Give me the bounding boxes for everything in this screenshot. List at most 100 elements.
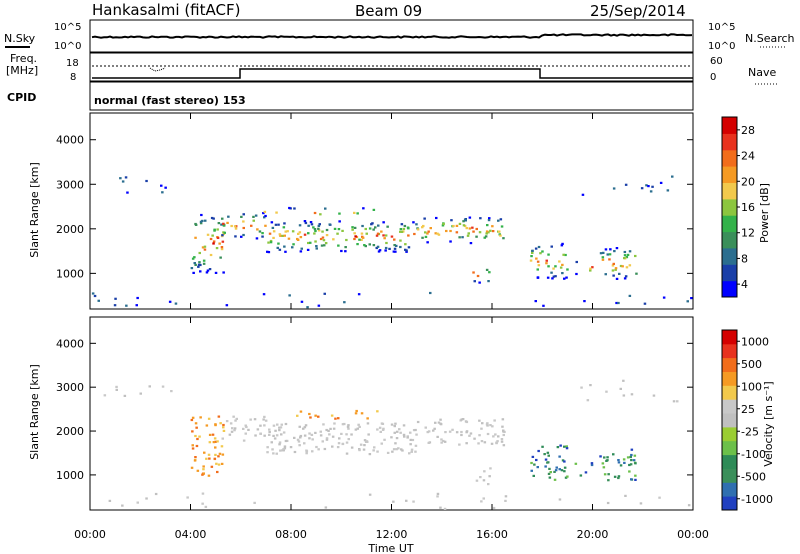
range-gate-cell	[395, 244, 398, 247]
range-gate-cell	[626, 456, 630, 459]
range-gate-cell	[487, 280, 490, 283]
range-gate-cell	[405, 250, 408, 253]
range-gate-cell	[550, 245, 553, 248]
range-gate-cell	[233, 225, 237, 228]
range-gate-cell	[222, 222, 225, 225]
range-gate-cell	[323, 447, 327, 451]
range-gate-cell	[215, 247, 219, 250]
range-gate-cell	[492, 506, 496, 510]
range-gate-cell	[368, 493, 372, 496]
range-gate-cell	[531, 251, 534, 254]
range-gate-cell	[212, 217, 215, 220]
range-gate-cell	[410, 450, 413, 453]
range-gate-cell	[272, 230, 276, 233]
range-gate-cell	[205, 271, 209, 274]
power-colorbar: 28 24 20 16 12 8 4	[721, 116, 755, 298]
range-gate-cell	[194, 422, 198, 425]
range-gate-cell	[286, 230, 289, 233]
range-gate-cell	[399, 239, 402, 242]
range-gate-cell	[218, 452, 222, 455]
range-gate-cell	[561, 272, 564, 275]
range-gate-cell	[630, 453, 633, 457]
range-gate-cell	[347, 438, 350, 441]
range-gate-cell	[393, 425, 396, 428]
range-gate-cell	[232, 415, 235, 418]
range-gate-cell	[402, 424, 406, 427]
range-gate-cell	[360, 238, 363, 241]
range-gate-cell	[375, 246, 378, 250]
colorbar-segment	[722, 496, 737, 511]
range-gate-cell	[394, 422, 397, 425]
range-gate-cell	[315, 245, 318, 248]
range-gate-cell	[254, 434, 257, 437]
range-gate-cell	[315, 247, 318, 250]
range-gate-cell	[465, 227, 468, 230]
range-gate-cell	[279, 449, 282, 452]
range-gate-cell	[434, 421, 437, 424]
range-gate-cell	[460, 418, 463, 421]
range-gate-cell	[195, 426, 198, 429]
range-gate-cell	[255, 237, 259, 240]
range-gate-cell	[266, 451, 269, 454]
colorbar-segment	[722, 182, 737, 200]
range-gate-cell	[343, 301, 346, 304]
range-gate-cell	[161, 191, 164, 194]
range-gate-cell	[487, 483, 490, 486]
range-gate-cell	[407, 246, 411, 249]
range-gate-cell	[416, 420, 420, 424]
range-gate-cell	[234, 419, 237, 422]
range-gate-cell	[541, 445, 544, 448]
range-gate-cell	[328, 223, 331, 226]
range-gate-cell	[108, 499, 112, 502]
colorbar-segment	[722, 330, 737, 345]
range-gate-cell	[139, 392, 142, 395]
range-gate-cell	[200, 213, 203, 217]
range-gate-cell	[628, 463, 631, 467]
range-gate-cell	[302, 427, 305, 430]
range-gate-cell	[320, 244, 324, 247]
range-gate-cell	[218, 242, 221, 245]
range-gate-cell	[279, 234, 282, 237]
range-gate-cell	[565, 447, 569, 450]
range-gate-cell	[617, 475, 621, 478]
range-gate-cell	[539, 252, 542, 255]
range-gate-cell	[340, 249, 343, 253]
range-gate-cell	[448, 430, 452, 433]
range-gate-cell	[284, 250, 287, 253]
range-gate-cell	[626, 253, 630, 256]
range-gate-cell	[351, 226, 354, 229]
range-gate-cell	[589, 269, 592, 272]
range-gate-cell	[270, 441, 273, 444]
range-gate-cell	[444, 431, 447, 434]
range-gate-cell	[458, 236, 461, 239]
range-gate-cell	[545, 259, 548, 262]
range-gate-cell	[489, 424, 492, 427]
range-gate-cell	[123, 394, 127, 397]
range-gate-cell	[362, 207, 365, 210]
y-tick-label: 1000	[56, 469, 84, 482]
range-gate-cell	[263, 415, 266, 418]
range-gate-cell	[336, 446, 340, 449]
range-gate-cell	[405, 499, 408, 502]
range-gate-cell	[461, 418, 465, 421]
range-gate-cell	[472, 271, 475, 274]
range-gate-cell	[471, 226, 474, 229]
range-gate-cell	[601, 258, 605, 261]
range-gate-cell	[379, 430, 382, 433]
range-gate-cell	[219, 256, 222, 259]
range-gate-cell	[617, 301, 620, 305]
x-axis-label: Time UT	[367, 542, 413, 554]
range-gate-cell	[452, 224, 455, 228]
range-gate-cell	[211, 433, 215, 436]
range-gate-cell	[392, 448, 396, 451]
colorbar-tick-label: 20	[741, 175, 755, 188]
range-gate-cell	[312, 226, 315, 229]
range-gate-cell	[376, 428, 379, 431]
range-gate-cell	[378, 249, 382, 252]
range-gate-cell	[495, 441, 498, 444]
range-gate-cell	[283, 447, 287, 450]
range-gate-cell	[465, 420, 469, 424]
range-gate-cell	[393, 431, 396, 434]
range-gate-cell	[362, 448, 366, 451]
range-gate-cell	[319, 434, 323, 437]
